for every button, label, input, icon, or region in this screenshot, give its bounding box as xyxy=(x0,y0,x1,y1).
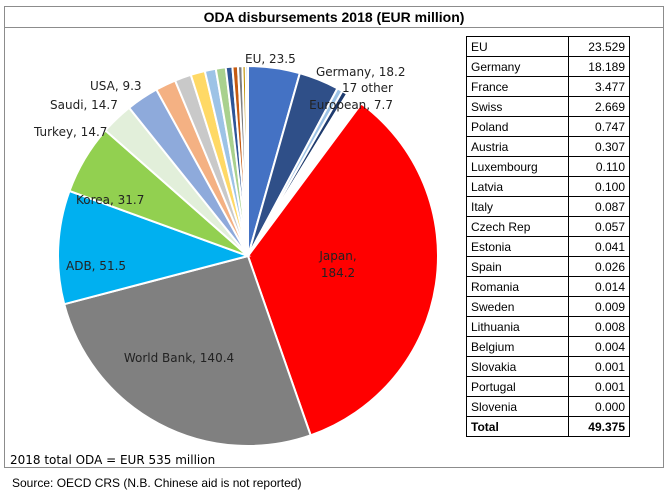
pie-slice xyxy=(57,189,252,306)
pie-chart: EU, 23.5 Germany, 18.2 17 other European, 7… xyxy=(33,52,439,447)
chart-title: ODA disbursements 2018 (EUR million) xyxy=(4,6,664,28)
table-cell-name: Sweden xyxy=(466,296,569,317)
table-cell-name: Czech Rep xyxy=(466,216,569,237)
slice-label: Japan, 184.2 xyxy=(318,249,356,280)
table-row: Luxembourg 0.110 xyxy=(466,156,631,177)
slice-label: Saudi, 14.7 xyxy=(50,98,118,112)
slice-label: Germany, 18.2 xyxy=(316,65,406,79)
pie-slice xyxy=(62,254,312,447)
table-cell-name: Total xyxy=(466,416,569,437)
slice-label: ADB, 51.5 xyxy=(66,259,126,273)
table-cell-value: 0.041 xyxy=(567,236,631,257)
table-cell-value: 0.009 xyxy=(567,296,631,317)
table-cell-value: 0.087 xyxy=(567,196,631,217)
slice-label: EU, 23.5 xyxy=(245,52,296,66)
table-cell-name: Swiss xyxy=(466,96,569,117)
table-row: Lithuania 0.008 xyxy=(466,316,631,337)
table-cell-value: 0.110 xyxy=(567,156,631,177)
total-note: 2018 total ODA = EUR 535 million xyxy=(10,453,216,467)
table-row: Portugal 0.001 xyxy=(466,376,631,397)
table-cell-name: Belgium xyxy=(466,336,569,357)
chart-frame xyxy=(4,6,664,468)
data-table: EU 23.529 Germany 18.189 France 3.477 Swiss 2.6… xyxy=(466,36,631,437)
table-row: Estonia 0.041 xyxy=(466,236,631,257)
table-cell-name: Portugal xyxy=(466,376,569,397)
table-row: Swiss 2.669 xyxy=(466,96,631,117)
slice-label: 17 other European, 7.7 xyxy=(309,81,393,112)
table-cell-value: 0.001 xyxy=(567,376,631,397)
table-cell-value: 0.307 xyxy=(567,136,631,157)
table-row: Austria 0.307 xyxy=(466,136,631,157)
table-row: France 3.477 xyxy=(466,76,631,97)
table-row: Romania 0.014 xyxy=(466,276,631,297)
table-cell-name: Luxembourg xyxy=(466,156,569,177)
table-cell-name: Estonia xyxy=(466,236,569,257)
table-cell-value: 3.477 xyxy=(567,76,631,97)
table-cell-name: Poland xyxy=(466,116,569,137)
table-row: Czech Rep 0.057 xyxy=(466,216,631,237)
table-row: Belgium 0.004 xyxy=(466,336,631,357)
table-cell-name: Germany xyxy=(466,56,569,77)
slice-label: World Bank, 140.4 xyxy=(124,351,234,365)
table-cell-value: 18.189 xyxy=(567,56,631,77)
table-cell-name: Latvia xyxy=(466,176,569,197)
table-cell-name: Lithuania xyxy=(466,316,569,337)
table-row: Sweden 0.009 xyxy=(466,296,631,317)
table-cell-value: 23.529 xyxy=(567,36,631,57)
table-cell-value: 49.375 xyxy=(567,416,631,437)
table-row: EU 23.529 xyxy=(466,36,631,57)
table-cell-value: 0.057 xyxy=(567,216,631,237)
table-cell-name: France xyxy=(466,76,569,97)
pie-slice xyxy=(246,102,439,437)
table-cell-value: 0.100 xyxy=(567,176,631,197)
table-row: Slovakia 0.001 xyxy=(466,356,631,377)
table-cell-value: 0.008 xyxy=(567,316,631,337)
table-cell-value: 0.001 xyxy=(567,356,631,377)
source-note: Source: OECD CRS (N.B. Chinese aid is no… xyxy=(12,476,302,490)
table-row: Poland 0.747 xyxy=(466,116,631,137)
table-cell-value: 0.014 xyxy=(567,276,631,297)
table-cell-value: 0.000 xyxy=(567,396,631,417)
pie-slice xyxy=(244,64,249,257)
table-row: Italy 0.087 xyxy=(466,196,631,217)
table-cell-name: Slovakia xyxy=(466,356,569,377)
table-cell-value: 0.747 xyxy=(567,116,631,137)
table-cell-name: Italy xyxy=(466,196,569,217)
table-cell-value: 0.026 xyxy=(567,256,631,277)
table-row: Latvia 0.100 xyxy=(466,176,631,197)
table-cell-name: Romania xyxy=(466,276,569,297)
table-row: Germany 18.189 xyxy=(466,56,631,77)
slice-label: Turkey, 14.7 xyxy=(33,125,107,139)
table-total-row: Total 49.375 xyxy=(466,416,631,437)
table-cell-name: EU xyxy=(466,36,569,57)
table-row: Spain 0.026 xyxy=(466,256,631,277)
table-cell-value: 0.004 xyxy=(567,336,631,357)
table-row: Slovenia 0.000 xyxy=(466,396,631,417)
slice-label: Korea, 31.7 xyxy=(76,193,144,207)
table-cell-name: Spain xyxy=(466,256,569,277)
table-cell-value: 2.669 xyxy=(567,96,631,117)
table-cell-name: Slovenia xyxy=(466,396,569,417)
slice-label: USA, 9.3 xyxy=(90,79,142,93)
table-cell-name: Austria xyxy=(466,136,569,157)
